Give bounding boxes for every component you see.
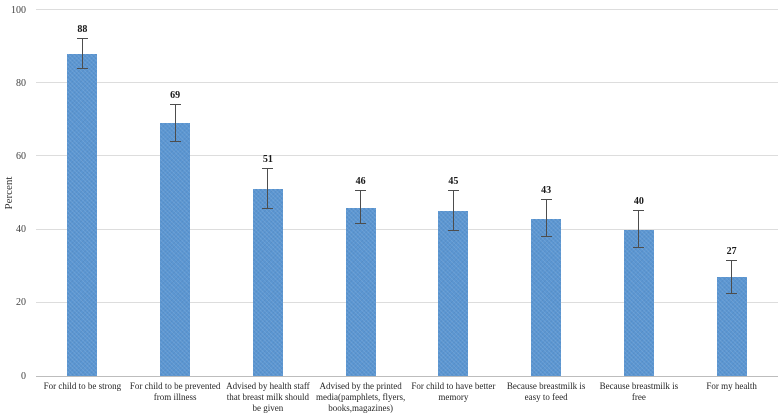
error-bar-cap [169, 104, 181, 106]
y-tick-label: 40 [16, 224, 26, 236]
bar-value-label: 88 [77, 24, 88, 36]
error-bar [638, 211, 640, 248]
gridline [36, 9, 778, 10]
bar-slot: 88 [36, 10, 129, 376]
bar-slot: 40 [593, 10, 686, 376]
gridline [36, 301, 778, 303]
error-bar [360, 191, 362, 225]
y-tick-label: 80 [16, 77, 26, 89]
error-bar [731, 260, 733, 294]
error-bar-cap [633, 210, 645, 212]
bar-value-label: 46 [355, 176, 366, 188]
bar [623, 229, 654, 376]
error-bar-cap [447, 230, 459, 232]
category-label: For child to be prevented from illness [129, 381, 221, 402]
gridline [36, 228, 778, 230]
y-tick-label: 60 [16, 150, 26, 162]
bar-slot: 46 [314, 10, 407, 376]
category-label: For child to have better memory [411, 381, 496, 402]
error-bar-cap [355, 223, 367, 225]
bars-container: 88 69 51 46 45 43 40 27 [36, 10, 778, 376]
bar-slot: 45 [407, 10, 500, 376]
bar-value-label: 69 [170, 90, 181, 102]
bar-value-label: 45 [448, 176, 459, 188]
bar [716, 277, 747, 376]
error-bar-cap [633, 246, 645, 248]
bar [160, 123, 191, 376]
category-label: For my health [706, 381, 757, 391]
bar-slot: 51 [222, 10, 315, 376]
error-bar-cap [262, 208, 274, 210]
bar-value-label: 51 [262, 154, 273, 166]
bar-slot: 69 [129, 10, 222, 376]
category-label: Because breastmilk is free [599, 381, 679, 402]
bar [438, 211, 469, 376]
error-bar [545, 200, 547, 237]
error-bar-cap [447, 190, 459, 192]
bar [345, 207, 376, 376]
plot-area: 88 69 51 46 45 43 40 27 [36, 9, 778, 377]
error-bar [81, 39, 83, 69]
y-tick-label: 100 [11, 4, 26, 16]
y-axis-tick-labels: 0 20 40 60 80 100 [0, 5, 31, 382]
error-bar [267, 169, 269, 210]
error-bar-cap [76, 38, 88, 40]
y-tick-label: 20 [16, 297, 26, 309]
x-axis-category-labels: For child to be strong For child to be pr… [36, 381, 778, 414]
bar-value-label: 43 [541, 185, 552, 197]
error-bar-cap [540, 199, 552, 201]
category-label: For child to be strong [43, 381, 122, 391]
error-bar-cap [76, 67, 88, 69]
category-label: Advised by health staff that breast milk… [226, 381, 310, 413]
bar-slot: 27 [685, 10, 778, 376]
error-bar-cap [726, 292, 738, 294]
bar-value-label: 40 [633, 196, 644, 208]
gridline [36, 155, 778, 157]
error-bar-cap [540, 235, 552, 237]
bar [252, 189, 283, 376]
error-bar-cap [169, 140, 181, 142]
gridline [36, 82, 778, 84]
bar-slot: 43 [500, 10, 593, 376]
error-bar-cap [355, 190, 367, 192]
y-tick-label: 0 [21, 370, 26, 382]
error-bar-cap [726, 259, 738, 261]
category-label: Advised by the printed media(pamphlets, … [316, 381, 406, 413]
bar-value-label: 27 [726, 245, 737, 257]
error-bar-cap [262, 168, 274, 170]
bar [67, 53, 98, 376]
bar [531, 218, 562, 376]
error-bar [452, 191, 454, 232]
category-label: Because breastmilk is easy to feed [506, 381, 586, 402]
error-bar [174, 105, 176, 142]
